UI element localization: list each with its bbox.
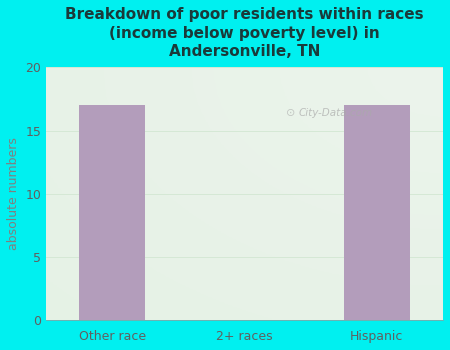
- Bar: [344, 105, 410, 320]
- Title: Breakdown of poor residents within races
(income below poverty level) in
Anderso: Breakdown of poor residents within races…: [65, 7, 424, 59]
- Text: City-Data.com: City-Data.com: [299, 108, 373, 118]
- Bar: [79, 105, 145, 320]
- Y-axis label: absolute numbers: absolute numbers: [7, 137, 20, 250]
- Bar: [344, 105, 410, 320]
- Text: ⊙: ⊙: [286, 108, 295, 118]
- Bar: [79, 105, 145, 320]
